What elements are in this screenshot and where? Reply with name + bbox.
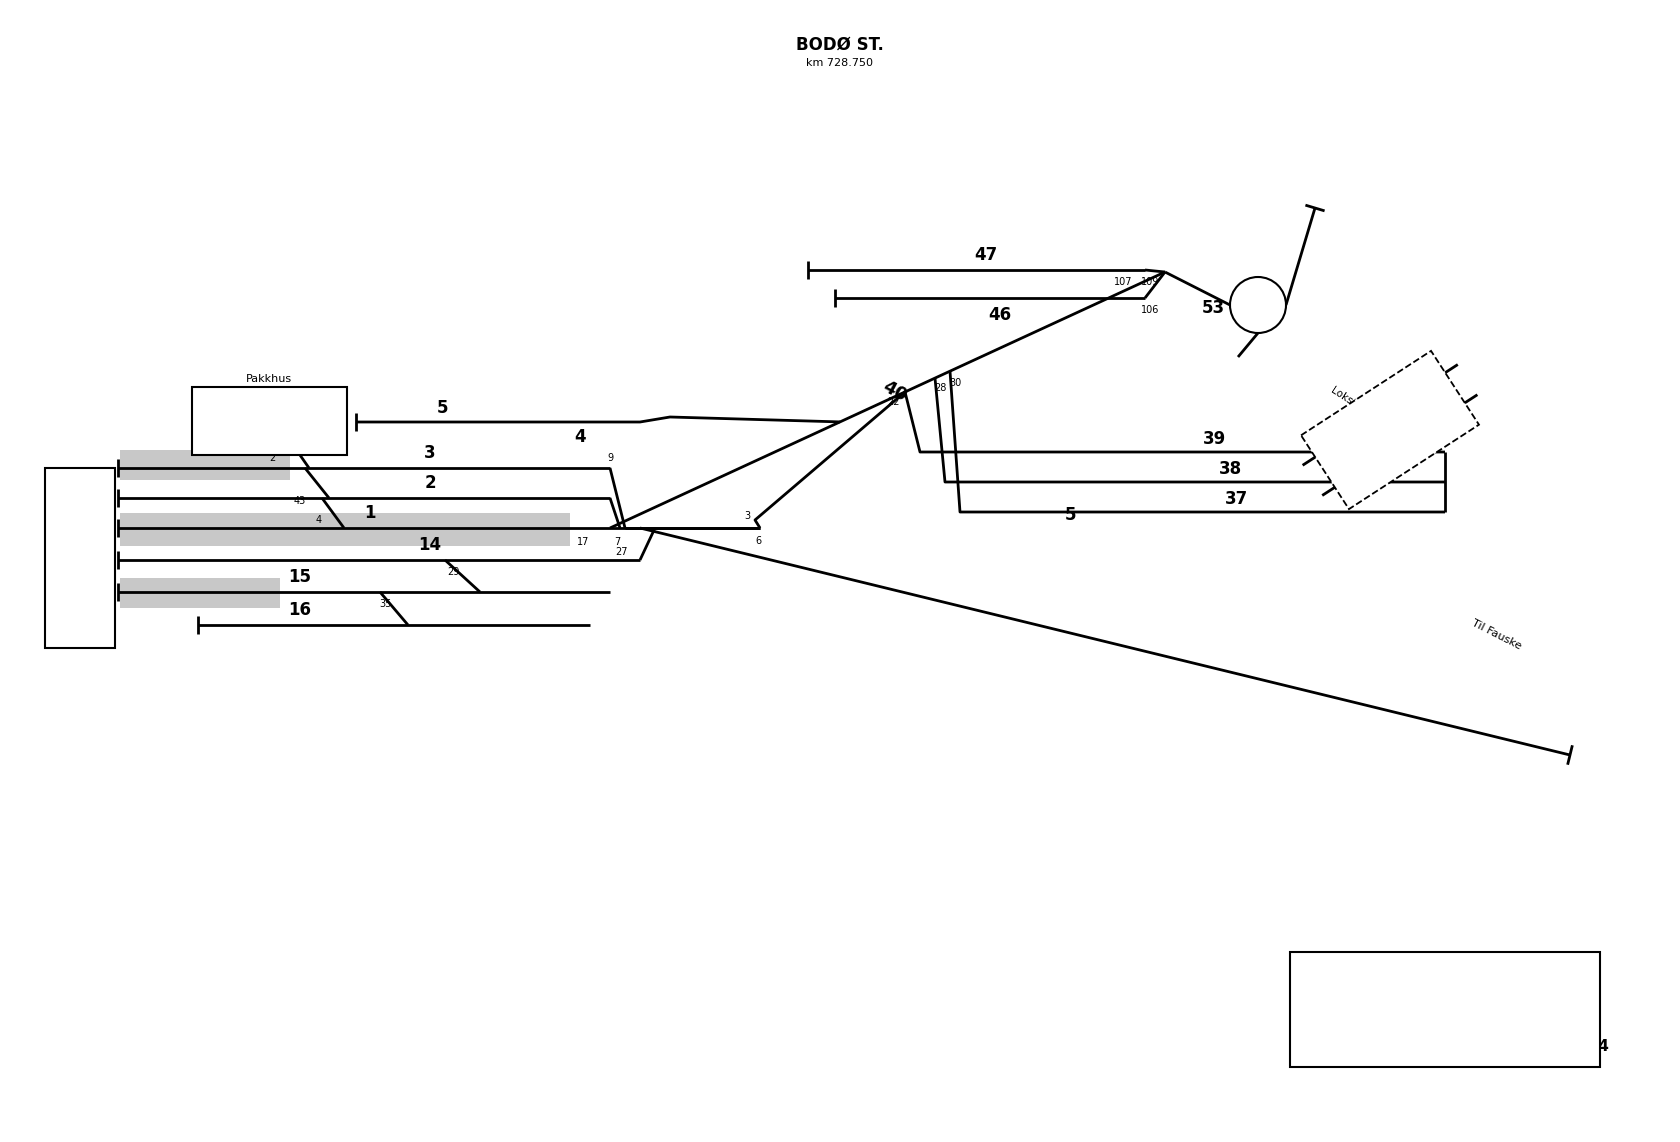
- Text: 53: 53: [1201, 299, 1225, 317]
- Text: 5: 5: [437, 399, 449, 417]
- Polygon shape: [1300, 351, 1478, 509]
- Text: Dato:: Dato:: [1295, 1022, 1319, 1031]
- Text: 22: 22: [887, 397, 899, 407]
- Text: 3: 3: [423, 444, 435, 463]
- Text: 2: 2: [423, 474, 435, 492]
- Text: 9: 9: [606, 453, 613, 463]
- Text: 40: 40: [880, 378, 911, 405]
- Text: 7: 7: [613, 537, 620, 547]
- Bar: [119, 578, 281, 608]
- Text: 14: 14: [418, 536, 442, 554]
- Text: 27: 27: [617, 547, 628, 557]
- Text: 16.10.2020: 16.10.2020: [1295, 1039, 1362, 1052]
- Text: 17: 17: [576, 537, 590, 547]
- Text: 3: 3: [744, 510, 749, 521]
- Text: 38: 38: [1218, 460, 1242, 478]
- Text: 28: 28: [934, 383, 946, 393]
- Text: 39: 39: [1203, 431, 1226, 448]
- Text: 5: 5: [1063, 506, 1075, 524]
- Text: 15: 15: [289, 568, 311, 586]
- Text: 37: 37: [1225, 490, 1248, 508]
- Text: Pakkhus: Pakkhus: [245, 373, 292, 384]
- Text: 47: 47: [974, 246, 998, 264]
- Text: Til Fauske: Til Fauske: [1470, 618, 1522, 652]
- Text: 4: 4: [316, 515, 323, 525]
- Bar: [119, 450, 291, 480]
- Text: KO-006365-000: KO-006365-000: [1398, 1039, 1490, 1052]
- Text: St.: St.: [72, 552, 89, 564]
- Text: 4: 4: [575, 428, 586, 447]
- Text: 46: 46: [988, 306, 1011, 324]
- Text: 43: 43: [294, 496, 306, 506]
- Text: km 728.750: km 728.750: [806, 58, 874, 69]
- Bar: [192, 387, 348, 455]
- Text: Lokstall: Lokstall: [1329, 385, 1368, 416]
- Text: 106: 106: [1141, 305, 1159, 315]
- Text: 6: 6: [754, 536, 761, 546]
- Text: 2: 2: [269, 453, 276, 463]
- Bar: [119, 513, 570, 546]
- Text: BODØ ST.: BODØ ST.: [796, 37, 884, 54]
- Text: Rev.:: Rev.:: [1578, 1022, 1599, 1031]
- Text: 107: 107: [1114, 278, 1132, 287]
- Bar: [1290, 952, 1599, 1067]
- Text: Arkiv ref.:: Arkiv ref.:: [1398, 1022, 1441, 1031]
- Circle shape: [1230, 278, 1285, 333]
- Text: 16: 16: [289, 601, 311, 619]
- Text: BANE NOR: BANE NOR: [1339, 967, 1551, 1002]
- Text: 35: 35: [378, 600, 391, 609]
- Text: 30: 30: [949, 378, 961, 388]
- Text: 29: 29: [447, 566, 459, 577]
- Text: 1: 1: [365, 504, 376, 522]
- Text: 109: 109: [1141, 278, 1159, 287]
- Text: 004: 004: [1578, 1039, 1609, 1054]
- Bar: [45, 468, 114, 648]
